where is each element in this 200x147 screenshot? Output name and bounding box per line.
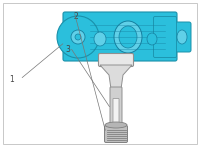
Ellipse shape [71, 30, 85, 44]
Ellipse shape [105, 122, 127, 128]
FancyBboxPatch shape [173, 22, 191, 52]
FancyBboxPatch shape [154, 16, 177, 57]
Ellipse shape [57, 16, 99, 58]
FancyBboxPatch shape [63, 12, 177, 61]
Ellipse shape [119, 26, 137, 48]
Text: 2: 2 [74, 12, 78, 21]
Polygon shape [100, 65, 132, 89]
Ellipse shape [75, 34, 81, 40]
FancyBboxPatch shape [113, 98, 119, 127]
Text: 1: 1 [10, 75, 14, 84]
FancyBboxPatch shape [99, 54, 134, 66]
FancyBboxPatch shape [110, 87, 122, 134]
Ellipse shape [147, 33, 157, 45]
Ellipse shape [177, 30, 187, 44]
Ellipse shape [94, 32, 106, 46]
Ellipse shape [114, 21, 142, 53]
FancyBboxPatch shape [105, 126, 128, 142]
Text: 3: 3 [66, 45, 70, 55]
